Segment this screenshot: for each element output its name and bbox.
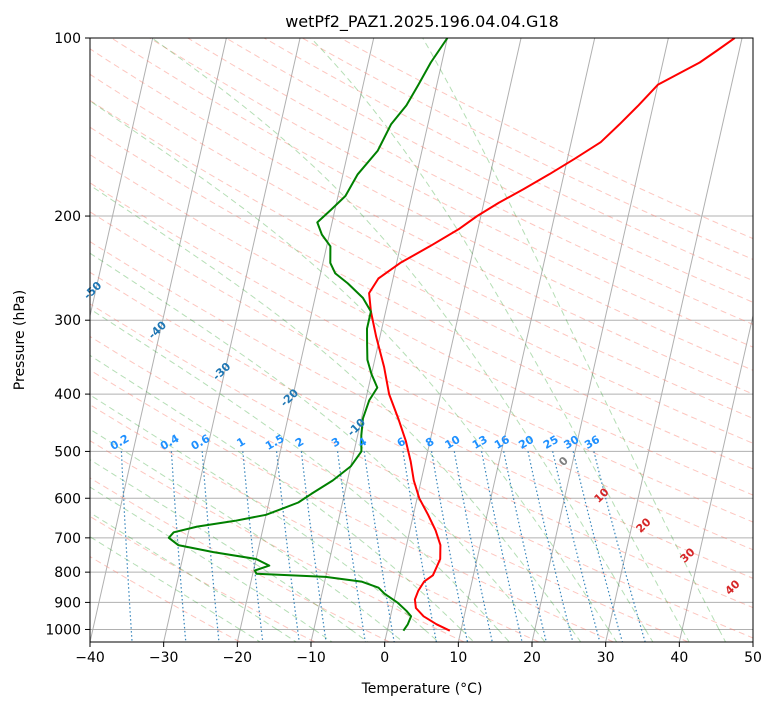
moist-adiabat-line: [350, 629, 368, 642]
mixing-ratio-line: [552, 451, 601, 642]
x-tick-label: 20: [523, 650, 541, 666]
y-axis-label: Pressure (hPa): [12, 290, 28, 390]
x-tick-label: 40: [670, 650, 688, 666]
moist-adiabat-line: [276, 629, 297, 642]
moist-adiabat-line: [90, 458, 351, 630]
moist-adiabat-line: [90, 512, 278, 630]
moist-adiabat-line: [90, 184, 573, 630]
y-tick-label: 200: [54, 209, 81, 225]
mixing-ratio-line: [120, 451, 133, 642]
isotherm-line: [605, 38, 743, 642]
isotherm-line: [310, 38, 448, 642]
moist-adiabat-line: [497, 629, 510, 642]
mixing-ratio-line: [276, 451, 300, 642]
y-tick-label: 900: [54, 595, 81, 611]
mixing-ratio-line: [300, 451, 327, 642]
moist-adiabat-line: [90, 308, 499, 630]
dry-adiabat-line: [111, 38, 753, 371]
moist-adiabat-line: [423, 629, 439, 642]
mixing-ratio-line: [170, 451, 187, 642]
dry-adiabat-line: [90, 404, 540, 642]
moist-adiabat-line: [151, 38, 646, 630]
moist-adiabat-line: [571, 629, 582, 642]
y-tick-label: 300: [54, 313, 81, 329]
dry-adiabat-line: [90, 271, 753, 609]
moist-adiabat-line: [310, 38, 683, 630]
moist-adiabat-line: [608, 629, 618, 642]
moist-adiabat-line: [90, 354, 462, 630]
x-tick-label: 30: [597, 650, 615, 666]
mixing-ratio-line: [481, 451, 523, 642]
x-axis-label: Temperature (°C): [361, 681, 483, 697]
mixing-ratio-line: [572, 451, 623, 642]
mixing-ratio-line: [527, 451, 574, 642]
dry-adiabat-line: [90, 182, 753, 523]
mixing-ratio-line: [337, 451, 366, 642]
chart-title: wetPf2_PAZ1.2025.196.04.04.G18: [285, 12, 559, 32]
temperature-line: [368, 38, 736, 632]
mixing-ratio-line: [363, 451, 395, 642]
y-tick-label: 700: [54, 531, 81, 547]
y-tick-label: 500: [54, 444, 81, 460]
axes: −40 −30 −20 −10 0 10 20 30 40 50 100 200 300 400 500 60…: [45, 31, 762, 666]
moist-adiabat-line: [422, 38, 720, 630]
dry-adiabat-line: [90, 440, 465, 642]
plot-frame: [89, 37, 754, 643]
data-series: [167, 38, 736, 632]
moist-adiabat-line: [534, 629, 546, 642]
isotherm-line: [531, 38, 669, 642]
moist-adiabat-line: [387, 629, 404, 642]
dewpoint-line: [167, 38, 449, 632]
dry-adiabat-line: [149, 38, 753, 348]
moist-adiabat-line: [90, 428, 388, 630]
isotherm-line: [457, 38, 596, 642]
moist-adiabat-line: [90, 486, 315, 630]
dry-adiabat-line: [90, 369, 614, 642]
moist-adiabat-line: [90, 536, 241, 630]
moist-adiabat-line: [460, 629, 475, 642]
moist-adiabat-line: [681, 629, 690, 642]
moist-adiabat-line: [90, 100, 609, 630]
background-lines: [90, 38, 753, 642]
x-tick-label: 10: [449, 650, 467, 666]
mixing-ratio-line: [503, 451, 547, 642]
isotherm-line: [163, 38, 301, 642]
x-tick-label: 50: [744, 650, 762, 666]
x-tick-label: −20: [223, 650, 253, 666]
x-tick-label: 0: [380, 650, 389, 666]
moist-adiabat-line: [718, 629, 727, 642]
mixing-ratio-line: [593, 451, 646, 642]
dry-adiabat-line: [90, 99, 753, 444]
isotherm-line: [678, 313, 753, 642]
mixing-ratio-line: [201, 451, 220, 642]
y-tick-label: 800: [54, 565, 81, 581]
y-tick-label: 400: [54, 387, 81, 403]
moist-adiabat-line: [239, 629, 261, 642]
x-tick-label: −40: [75, 650, 105, 666]
dry-adiabat-line: [90, 73, 753, 419]
dry-adiabat-line: [90, 335, 689, 642]
dry-adiabat-line: [90, 211, 753, 551]
y-tick-label: 1000: [45, 622, 81, 638]
isotherm-line: [384, 38, 522, 642]
moist-adiabat-line: [90, 252, 536, 630]
moist-adiabat-line: [90, 394, 425, 630]
mixing-ratio-line: [242, 451, 264, 642]
x-tick-label: −30: [149, 650, 179, 666]
isotherm-line: [236, 38, 375, 642]
dry-adiabat-line: [225, 38, 753, 303]
moist-adiabat-line: [313, 629, 333, 642]
y-tick-label: 100: [54, 31, 81, 47]
dry-adiabat-line: [90, 154, 753, 496]
plot-area: [90, 38, 753, 642]
y-tick-label: 600: [54, 491, 81, 507]
isotherm-line: [90, 38, 154, 319]
x-tick-label: −10: [296, 650, 326, 666]
moist-adiabat-line: [644, 629, 654, 642]
isotherm-line: [90, 38, 227, 642]
dry-adiabat-line: [90, 477, 390, 642]
